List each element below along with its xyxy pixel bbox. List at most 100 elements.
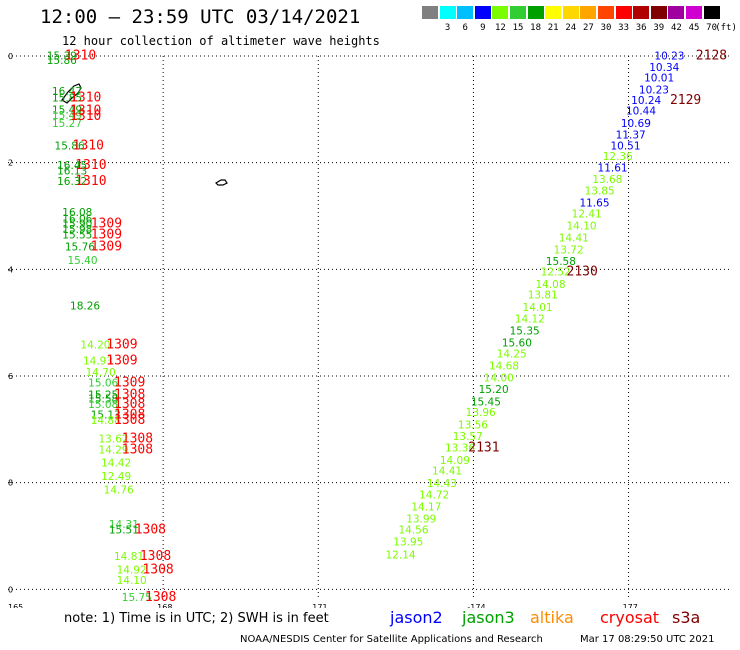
wave-height-value: 14.70 — [86, 367, 116, 379]
pass-time-label: 1310 — [65, 49, 96, 64]
wave-height-value: 12.41 — [572, 209, 602, 221]
wave-height-value: 15.20 — [479, 384, 509, 396]
wave-height-value: 10.34 — [649, 62, 679, 74]
wave-height-value: 16.13 — [57, 165, 87, 177]
legend-value-label: 3 — [444, 23, 451, 33]
wave-height-value: 12.36 — [603, 151, 633, 163]
wave-height-value: 13.81 — [528, 290, 558, 302]
wave-height-value: 10.01 — [644, 73, 674, 85]
map-subtitle: 12 hour collection of altimeter wave hei… — [62, 34, 380, 48]
legend-value-label: 21 — [547, 23, 559, 33]
pass-time-label: 1308 — [122, 442, 153, 457]
wave-height-value: 14.29 — [99, 444, 129, 456]
wave-height-value: 14.12 — [515, 314, 545, 326]
legend-value-label: 30 — [600, 23, 612, 33]
pass-time-label: 1310 — [73, 138, 104, 153]
wave-height-value: 16.47 — [52, 86, 82, 98]
wave-height-value: 13.96 — [466, 407, 496, 419]
pass-time-label: 1308 — [140, 549, 171, 564]
pass-time-label: 2128 — [696, 49, 727, 64]
wave-height-value: 14.17 — [411, 501, 441, 513]
legend-unit: (ft) — [715, 23, 737, 33]
wave-height-value: 11.37 — [616, 130, 646, 142]
wave-height-value: 14.00 — [484, 372, 514, 384]
wave-height-value: 13.68 — [592, 174, 622, 186]
wave-height-map: 165 168 171 -174 177 -50 -52 -54 -56 -58 -60 15.39… — [8, 49, 732, 608]
pass-time-label: 1308 — [114, 397, 145, 412]
legend-swatch — [439, 6, 456, 19]
pass-time-label: 1309 — [114, 376, 145, 391]
legend-swatch — [650, 6, 667, 19]
wave-height-value: 15.49 — [52, 105, 82, 117]
wave-height-value: 15.86 — [55, 140, 85, 152]
wave-height-value: 15.13 — [91, 410, 121, 422]
legend-swatch — [686, 6, 702, 19]
wave-height-value: 14.76 — [104, 484, 134, 496]
longitude-tick-label: 168 — [157, 603, 172, 608]
satellite-name-cryosat: cryosat — [600, 608, 660, 627]
wave-height-value: 14.43 — [427, 478, 457, 490]
legend-value-label: 42 — [670, 23, 682, 33]
wave-height-value: 14.88 — [91, 415, 121, 427]
satellite-name-altika: altika — [530, 608, 574, 627]
wave-height-value: 16.08 — [62, 207, 92, 219]
wave-height-value: 15.75 — [122, 592, 152, 604]
legend-swatch — [633, 6, 650, 19]
wave-height-value: 13.95 — [393, 537, 423, 549]
longitude-tick-label: 171 — [312, 603, 327, 608]
legend-value-label: 27 — [582, 23, 594, 33]
legend-value-label: 70 — [706, 23, 718, 33]
wave-height-value: 12.49 — [101, 471, 131, 483]
legend-swatch — [510, 6, 526, 19]
wave-height-value: 13.57 — [453, 431, 483, 443]
wave-height-value: 15.27 — [52, 118, 82, 130]
wave-height-value: 14.68 — [489, 361, 519, 373]
legend-swatch — [580, 6, 597, 19]
legend-value-label: 18 — [530, 23, 542, 33]
wave-height-value: 15.85 — [52, 92, 82, 104]
latitude-tick-label: -60 — [8, 585, 13, 594]
wave-height-value: 10.24 — [631, 95, 661, 107]
generation-timestamp: Mar 17 08:29:50 UTC 2021 — [580, 634, 715, 645]
legend-swatch — [598, 6, 614, 19]
pass-time-label: 1309 — [91, 227, 122, 242]
legend-swatch — [562, 6, 579, 19]
pass-time-label: 1310 — [75, 174, 106, 189]
wave-height-value: 18.26 — [70, 300, 100, 312]
wave-height-value: 15.08 — [88, 399, 118, 411]
wave-height-value: 14.93 — [83, 355, 113, 367]
pass-time-label: 1308 — [145, 590, 176, 605]
wave-height-value: 15.90 — [62, 219, 92, 231]
pass-time-label: 1310 — [70, 90, 101, 105]
wave-height-value: 14.20 — [80, 339, 110, 351]
wave-height-value: 15.58 — [88, 394, 118, 406]
legend-value-label: 15 — [512, 23, 524, 33]
legend-swatch — [457, 6, 474, 19]
pass-time-label: 1308 — [114, 408, 145, 423]
legend-value-label: 36 — [635, 23, 647, 33]
wave-height-value: 11.61 — [598, 163, 628, 175]
satellite-name-jason3: jason3 — [462, 608, 515, 627]
wave-height-value: 14.10 — [567, 220, 597, 232]
legend-swatch — [615, 6, 632, 19]
wave-height-value: 15.51 — [109, 524, 139, 536]
legend-swatch — [422, 6, 438, 19]
wave-height-value: 14.42 — [101, 458, 131, 470]
pass-time-label: 1308 — [114, 387, 145, 402]
satellite-name-jason2: jason2 — [390, 608, 443, 627]
wave-height-value: 16.45 — [57, 160, 87, 172]
wave-height-value: 15.49 — [52, 110, 82, 122]
wave-height-value: 14.10 — [117, 575, 147, 587]
latitude-tick-label: -54 — [8, 265, 13, 274]
legend-value-label: 39 — [653, 23, 665, 33]
axis-labels: 165 168 171 -174 177 -50 -52 -54 -56 -58 -60 — [8, 52, 638, 608]
wave-height-value: 15.55 — [62, 229, 92, 241]
wave-height-value: 10.23 — [654, 51, 684, 63]
pass-time-label: 1309 — [91, 240, 122, 255]
wave-height-value: 14.41 — [432, 466, 462, 478]
legend-swatch — [474, 6, 491, 19]
wave-height-value: 13.99 — [406, 514, 436, 526]
wave-height-value: 15.25 — [88, 389, 118, 401]
wave-height-value: 14.56 — [398, 524, 428, 536]
legend-value-label: 24 — [565, 23, 577, 33]
